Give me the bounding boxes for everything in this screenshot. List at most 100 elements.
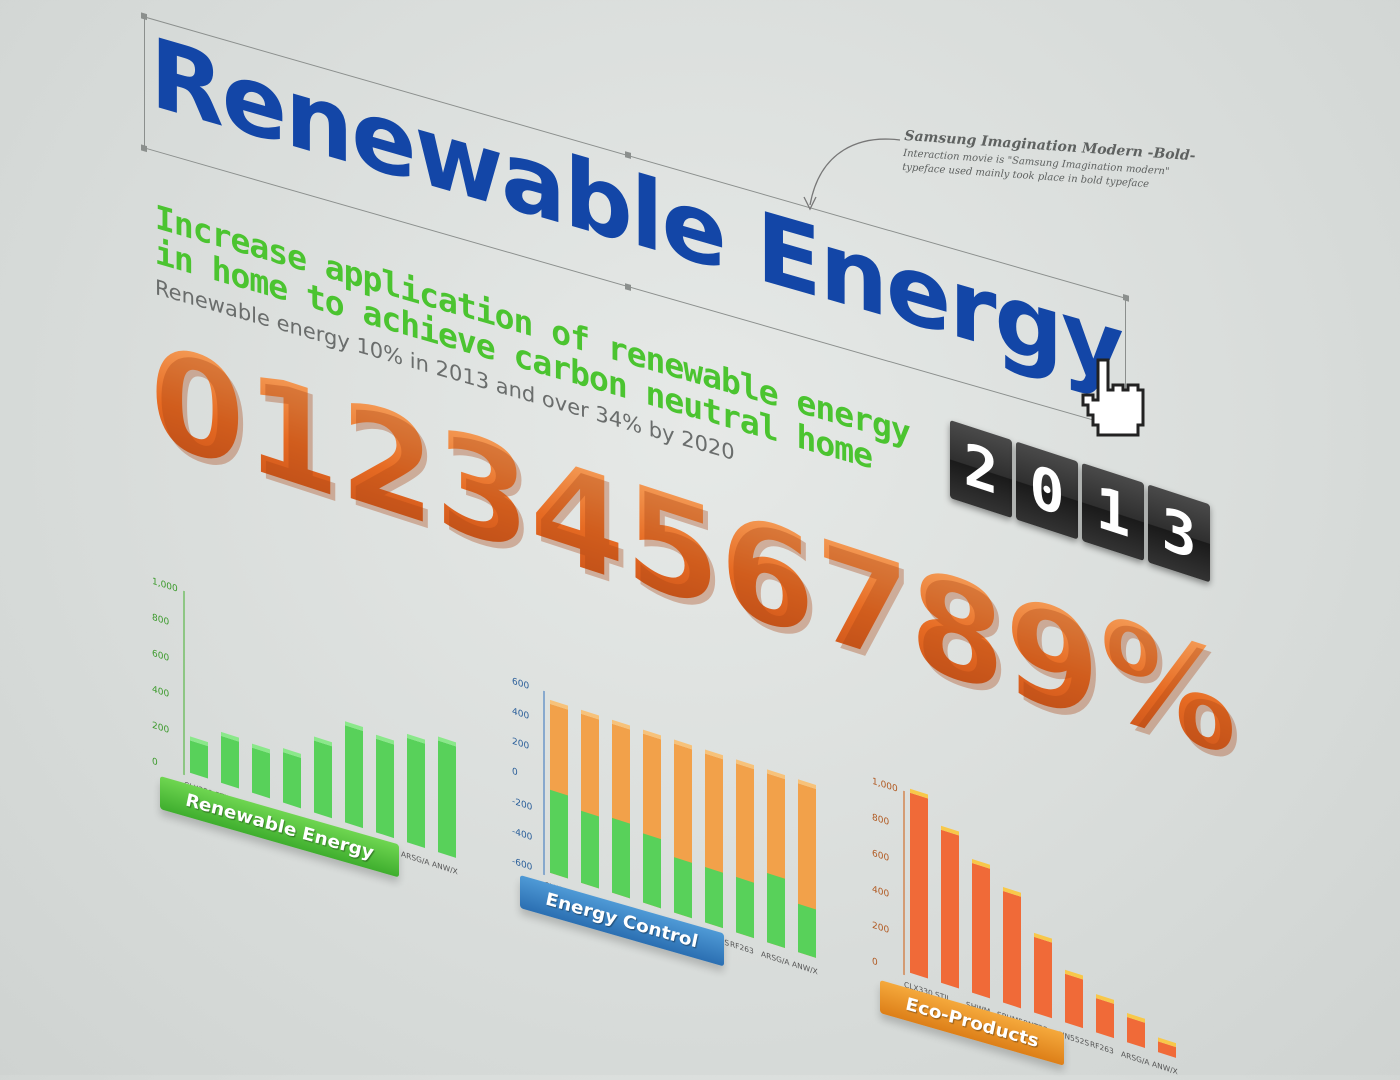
y-tick-label: 0: [512, 766, 518, 779]
bar: [252, 747, 270, 799]
bar-top: [972, 859, 990, 869]
bar-green-segment: [767, 873, 785, 948]
y-tick-label: -400: [512, 826, 533, 843]
bar-top: [376, 734, 394, 745]
bar-top: [190, 736, 208, 747]
bar: [972, 863, 990, 999]
bar-green-segment: [581, 810, 599, 889]
digit-glyph: 3: [435, 397, 530, 587]
x-tick-label: ARSG/A: [761, 949, 790, 967]
x-tick-label: RF263: [1090, 1040, 1114, 1056]
digit-glyph: 8: [910, 537, 1005, 727]
bar-top: [1034, 932, 1052, 943]
y-tick-label: 400: [152, 684, 169, 700]
bar-top: [798, 779, 816, 789]
bar-green-segment: [612, 817, 630, 899]
x-tick-label: ARSG/A: [1121, 1049, 1150, 1067]
hand-cursor-icon: [1081, 358, 1145, 437]
bar-top: [1127, 1013, 1145, 1023]
bar: [1158, 1041, 1176, 1058]
bar: [1003, 890, 1021, 1009]
y-tick-label: 1,000: [152, 576, 178, 595]
y-tick-label: 600: [152, 648, 169, 664]
bar: [1065, 973, 1083, 1029]
resize-handle[interactable]: [625, 151, 631, 159]
x-tick-label: RF263: [730, 940, 754, 956]
bar-green-segment: [798, 903, 816, 958]
bar: [314, 740, 332, 819]
bar-top: [1065, 969, 1083, 980]
bar: [407, 737, 425, 849]
bar: [221, 735, 239, 789]
bar-top: [252, 743, 270, 754]
resize-handle[interactable]: [141, 144, 147, 153]
bar-top: [314, 736, 332, 747]
bar: [1127, 1017, 1145, 1049]
bar: [190, 740, 208, 779]
y-tick-label: 0: [872, 956, 878, 969]
bar-top: [407, 733, 425, 744]
bar-top: [550, 699, 568, 710]
x-tick-label: ARSG/A: [401, 849, 430, 867]
bar-green-segment: [736, 876, 754, 939]
bar-top: [438, 736, 456, 747]
bar: [941, 829, 959, 989]
digit-glyph: 2: [340, 369, 435, 559]
font-note: Samsung Imagination Modern -Bold- Intera…: [902, 128, 1205, 196]
bar: [345, 725, 363, 829]
y-tick-label: -600: [512, 856, 533, 873]
digit-glyph: 1: [245, 341, 340, 531]
y-tick-label: 800: [872, 812, 889, 828]
y-tick-label: 400: [872, 884, 889, 900]
resize-handle[interactable]: [141, 12, 147, 21]
y-tick-label: 600: [872, 848, 889, 864]
bar-green-segment: [674, 857, 692, 919]
y-tick-label: 200: [872, 920, 889, 936]
resize-handle[interactable]: [1123, 294, 1129, 302]
y-tick-label: 200: [512, 736, 529, 752]
bar-green-segment: [550, 789, 568, 879]
bar-top: [736, 759, 754, 770]
bar-top: [1003, 886, 1021, 897]
bar: [1096, 998, 1114, 1039]
y-tick-label: 600: [512, 676, 529, 692]
y-tick-label: 0: [152, 756, 158, 769]
x-tick-label: ANW/X: [792, 959, 818, 976]
bar-top: [674, 739, 692, 750]
bar: [910, 792, 928, 979]
bar-top: [581, 709, 599, 720]
bar-green-segment: [705, 867, 723, 929]
digit-glyph: 9: [1005, 565, 1100, 755]
bar-top: [705, 749, 723, 760]
bar-top: [1158, 1037, 1176, 1048]
y-tick-label: 200: [152, 720, 169, 736]
digit-glyph: 5: [625, 453, 720, 643]
digit-glyph: 0: [150, 313, 245, 503]
bar-green-segment: [643, 833, 661, 909]
bar-top: [283, 748, 301, 758]
digit-glyph: %: [1100, 586, 1237, 790]
y-tick-label: 1,000: [872, 776, 898, 795]
bar-top: [910, 788, 928, 799]
curved-arrow-icon: [803, 138, 901, 211]
bar-top: [1096, 994, 1114, 1004]
y-tick-label: 800: [152, 612, 169, 628]
y-tick-label: 400: [512, 706, 529, 722]
resize-handle[interactable]: [625, 283, 631, 291]
eco-products-chart: 1,0008006004002000CLX330STILSHWMSPHM58NT…: [872, 776, 1178, 1077]
bar-top: [941, 825, 959, 836]
bar-top: [345, 721, 363, 731]
bar-top: [767, 769, 785, 780]
x-tick-label: ANW/X: [432, 859, 458, 876]
bar: [438, 740, 456, 858]
bar: [1034, 936, 1052, 1019]
bar: [283, 752, 301, 809]
bar: [376, 738, 394, 839]
bar-top: [612, 719, 630, 730]
digit-glyph: 4: [530, 425, 625, 615]
y-tick-label: -200: [512, 796, 533, 813]
digit-glyph: 6: [720, 481, 815, 671]
x-tick-label: ANW/X: [1152, 1059, 1178, 1076]
bar-top: [643, 729, 661, 740]
bar-top: [221, 731, 239, 742]
